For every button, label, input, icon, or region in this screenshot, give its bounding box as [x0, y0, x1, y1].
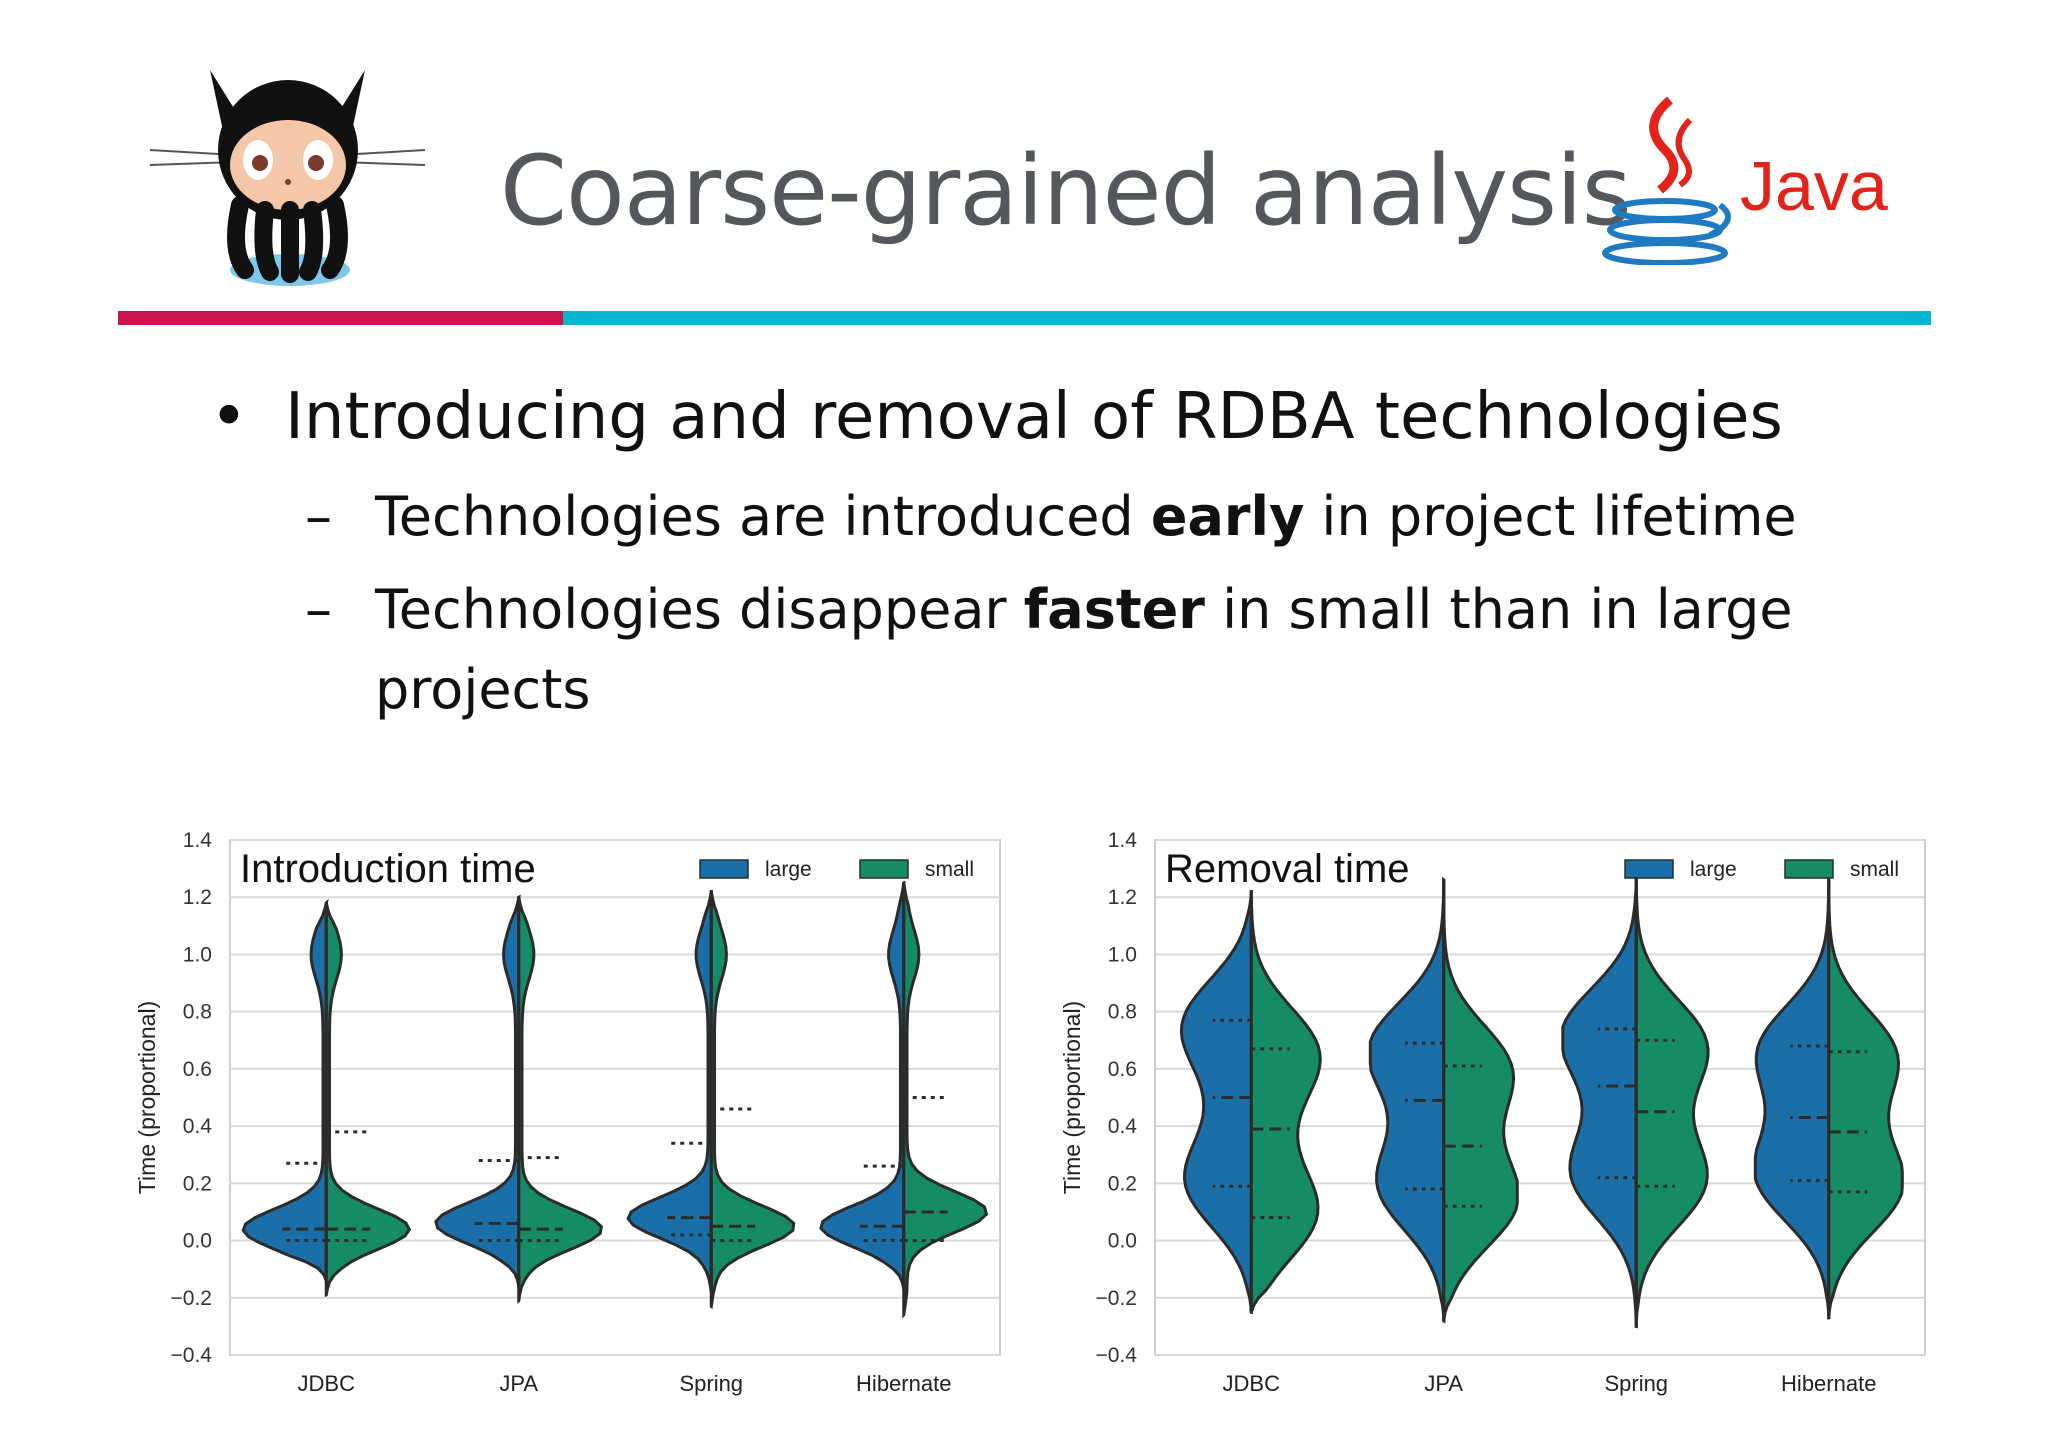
violin-half-large	[819, 880, 906, 1291]
legend-label: large	[765, 858, 812, 881]
x-tick-label: Hibernate	[856, 1371, 951, 1396]
y-tick-label: 1.2	[1108, 886, 1137, 909]
x-tick-label: Spring	[679, 1371, 743, 1396]
y-tick-label: 0.8	[183, 1001, 212, 1024]
sub-bullet-text: Technologies are introduced early in pro…	[375, 485, 1797, 548]
x-tick-label: JPA	[499, 1371, 538, 1396]
legend-label: small	[925, 858, 974, 881]
header-rule-red	[118, 311, 563, 325]
y-tick-label: 0.0	[1108, 1230, 1137, 1253]
y-tick-label: 1.4	[183, 829, 213, 852]
violin-half-large	[1561, 875, 1638, 1329]
chart-title: Removal time	[1165, 847, 1410, 891]
sub-bullet-marker: –	[305, 485, 332, 548]
violin-half-large	[241, 898, 329, 1283]
legend-swatch-small	[1784, 859, 1834, 879]
violin-half-large	[1179, 890, 1253, 1315]
y-tick-label: 1.4	[1108, 829, 1138, 852]
violin-half-small	[1249, 890, 1322, 1314]
y-tick-label: −0.4	[171, 1344, 213, 1367]
y-tick-label: 0.0	[183, 1230, 212, 1253]
plot-area	[229, 839, 1001, 1356]
y-axis-label: Time (proportional)	[1059, 1001, 1085, 1194]
y-tick-label: 1.0	[1108, 943, 1137, 966]
violin-half-small	[1827, 876, 1904, 1320]
x-tick-label: Spring	[1604, 1371, 1668, 1396]
y-tick-label: 1.0	[183, 943, 212, 966]
octocat-logo	[140, 40, 430, 290]
legend-swatch-large	[1624, 859, 1674, 879]
y-tick-label: 1.2	[183, 886, 212, 909]
legend-swatch-small	[859, 859, 909, 879]
violin-half-small	[517, 895, 604, 1304]
java-logo-text: Java	[1740, 147, 1888, 225]
y-tick-label: 0.6	[183, 1058, 212, 1081]
y-tick-label: 0.2	[1108, 1172, 1137, 1195]
y-tick-label: −0.2	[1096, 1287, 1137, 1310]
y-axis-label: Time (proportional)	[134, 1001, 160, 1194]
violin-half-large	[626, 890, 714, 1296]
header-rule-blue	[563, 311, 1931, 325]
bullet-text: Introducing and removal of RDBA technolo…	[285, 380, 1783, 454]
slide-title: Coarse-grained analysis	[500, 135, 1632, 247]
sub-bullet-text: Technologies disappear faster in small t…	[375, 578, 1793, 641]
bullet-marker: •	[210, 380, 248, 454]
y-tick-label: −0.2	[171, 1287, 212, 1310]
chart-title: Introduction time	[240, 847, 536, 891]
sub-bullet-text: projects	[375, 658, 591, 721]
violin-half-small	[324, 900, 412, 1298]
x-tick-label: JDBC	[1223, 1371, 1281, 1396]
x-tick-label: Hibernate	[1781, 1371, 1876, 1396]
legend-label: large	[1690, 858, 1737, 881]
violin-half-small	[1634, 875, 1710, 1329]
java-logo: Java	[1600, 85, 1890, 266]
legend-label: small	[1850, 858, 1899, 881]
y-tick-label: 0.4	[1108, 1115, 1138, 1138]
x-tick-label: JDBC	[298, 1371, 356, 1396]
violin-half-large	[1753, 876, 1831, 1320]
violin-half-small	[709, 890, 796, 1310]
y-tick-label: 0.8	[1108, 1001, 1137, 1024]
y-tick-label: 0.6	[1108, 1058, 1137, 1081]
chart-removal-time: −0.4 −0.2 0.0 0.2 0.4 0.6 0.8 1.0 1.2 1.4 Time (pr…	[1035, 820, 1975, 1420]
violin-half-small	[902, 880, 989, 1319]
y-tick-label: 0.4	[183, 1115, 213, 1138]
violin-half-large	[434, 894, 521, 1290]
y-tick-label: 0.2	[183, 1172, 212, 1195]
legend-swatch-large	[699, 859, 749, 879]
x-tick-label: JPA	[1424, 1371, 1463, 1396]
chart-introduction-time: −0.4 −0.2 0.0 0.2 0.4 0.6 0.8 1.0 1.2 1.4 Time (pr…	[110, 820, 1050, 1420]
sub-bullet-marker: –	[305, 578, 332, 641]
y-tick-label: −0.4	[1096, 1344, 1138, 1367]
